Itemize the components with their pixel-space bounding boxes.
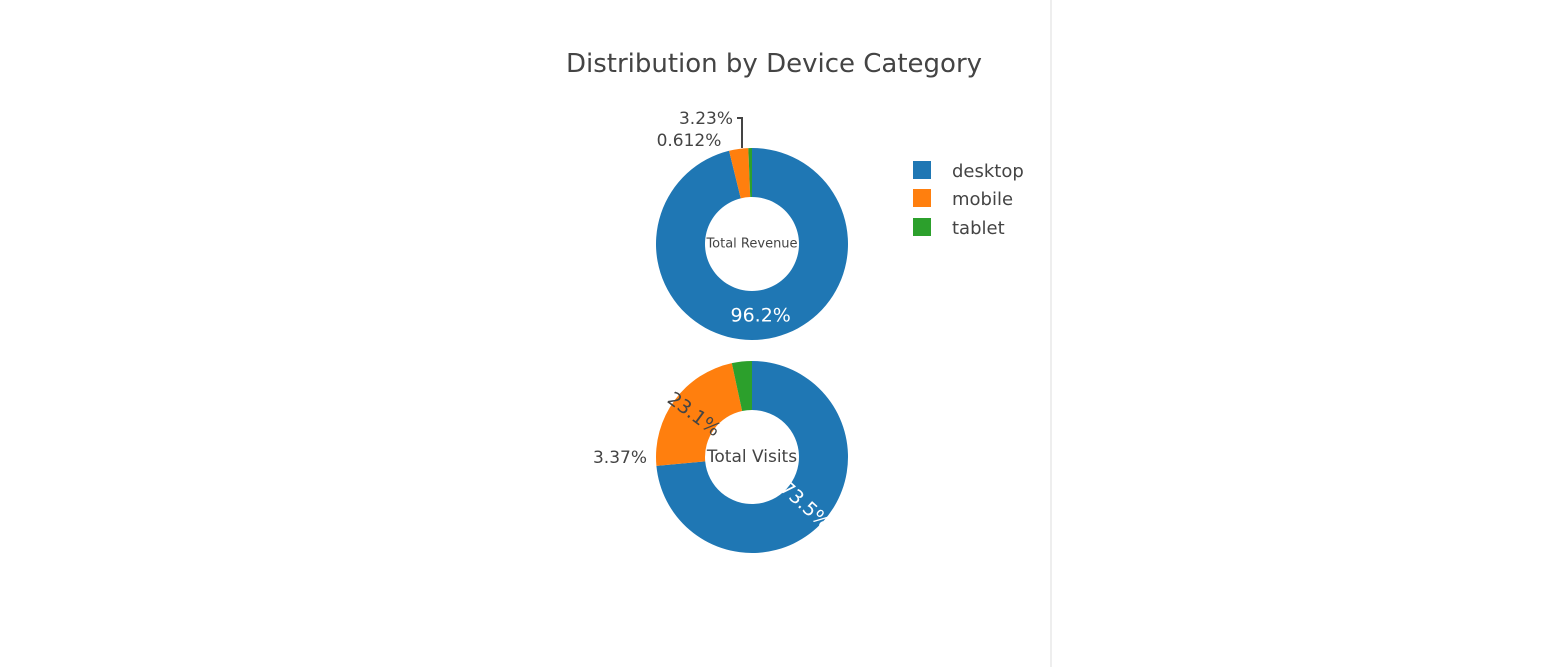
center-label-total-revenue: Total Revenue	[705, 237, 797, 252]
legend-label-tablet: tablet	[952, 218, 1005, 239]
legend[interactable]: desktop mobile tablet	[913, 161, 1024, 239]
slice-total-visits-mobile[interactable]	[656, 363, 743, 466]
label-leader-total-revenue-mobile	[737, 117, 743, 148]
slice-total-revenue-mobile[interactable]	[729, 148, 751, 199]
legend-swatch-desktop	[913, 161, 931, 179]
legend-label-mobile: mobile	[952, 189, 1013, 210]
legend-item-tablet[interactable]: tablet	[913, 218, 1005, 239]
slice-total-revenue-tablet[interactable]	[748, 148, 752, 198]
legend-swatch-tablet	[913, 218, 931, 236]
slice-label-total-visits-tablet: 3.37%	[593, 448, 647, 468]
legend-swatch-mobile	[913, 189, 931, 207]
legend-item-mobile[interactable]: mobile	[913, 189, 1013, 210]
pie-total-revenue: 96.2% 3.23%0.612% Total Revenue	[656, 109, 848, 340]
slice-label-total-revenue-mobile: 3.23%	[679, 109, 733, 129]
slice-total-revenue-desktop[interactable]	[656, 148, 848, 340]
panel-divider	[1050, 0, 1052, 667]
chart-title: Distribution by Device Category	[566, 49, 982, 79]
slice-total-visits-desktop[interactable]	[656, 361, 848, 553]
slice-total-visits-tablet[interactable]	[731, 361, 752, 412]
center-label-total-visits: Total Visits	[706, 447, 797, 467]
slice-label-total-revenue-tablet: 0.612%	[657, 131, 722, 151]
pie-total-visits: 73.5%23.1%3.37% Total Visits	[593, 361, 848, 553]
legend-label-desktop: desktop	[952, 161, 1024, 182]
legend-item-desktop[interactable]: desktop	[913, 161, 1024, 182]
slice-label-total-revenue-desktop: 96.2%	[730, 304, 790, 326]
